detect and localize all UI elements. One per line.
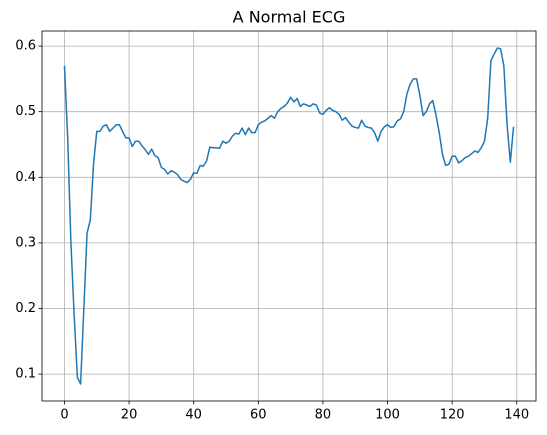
x-tick-label: 40: [185, 408, 202, 423]
x-tick-label: 140: [504, 408, 529, 423]
y-tick-label: 0.5: [15, 104, 36, 119]
y-tick-label: 0.2: [15, 301, 36, 316]
y-tick-label: 0.3: [15, 235, 36, 250]
x-tick-label: 0: [60, 408, 68, 423]
chart-title: A Normal ECG: [233, 8, 346, 27]
x-tick-label: 120: [440, 408, 465, 423]
data-line: [63, 47, 515, 385]
y-tick-label: 0.1: [15, 367, 36, 382]
x-tick-label: 60: [250, 408, 267, 423]
x-tick-label: 80: [315, 408, 332, 423]
plot-frame: [41, 30, 537, 402]
y-tick-label: 0.6: [15, 39, 36, 54]
x-tick-label: 100: [375, 408, 400, 423]
y-tick-label: 0.4: [15, 170, 36, 185]
x-tick-label: 20: [121, 408, 138, 423]
